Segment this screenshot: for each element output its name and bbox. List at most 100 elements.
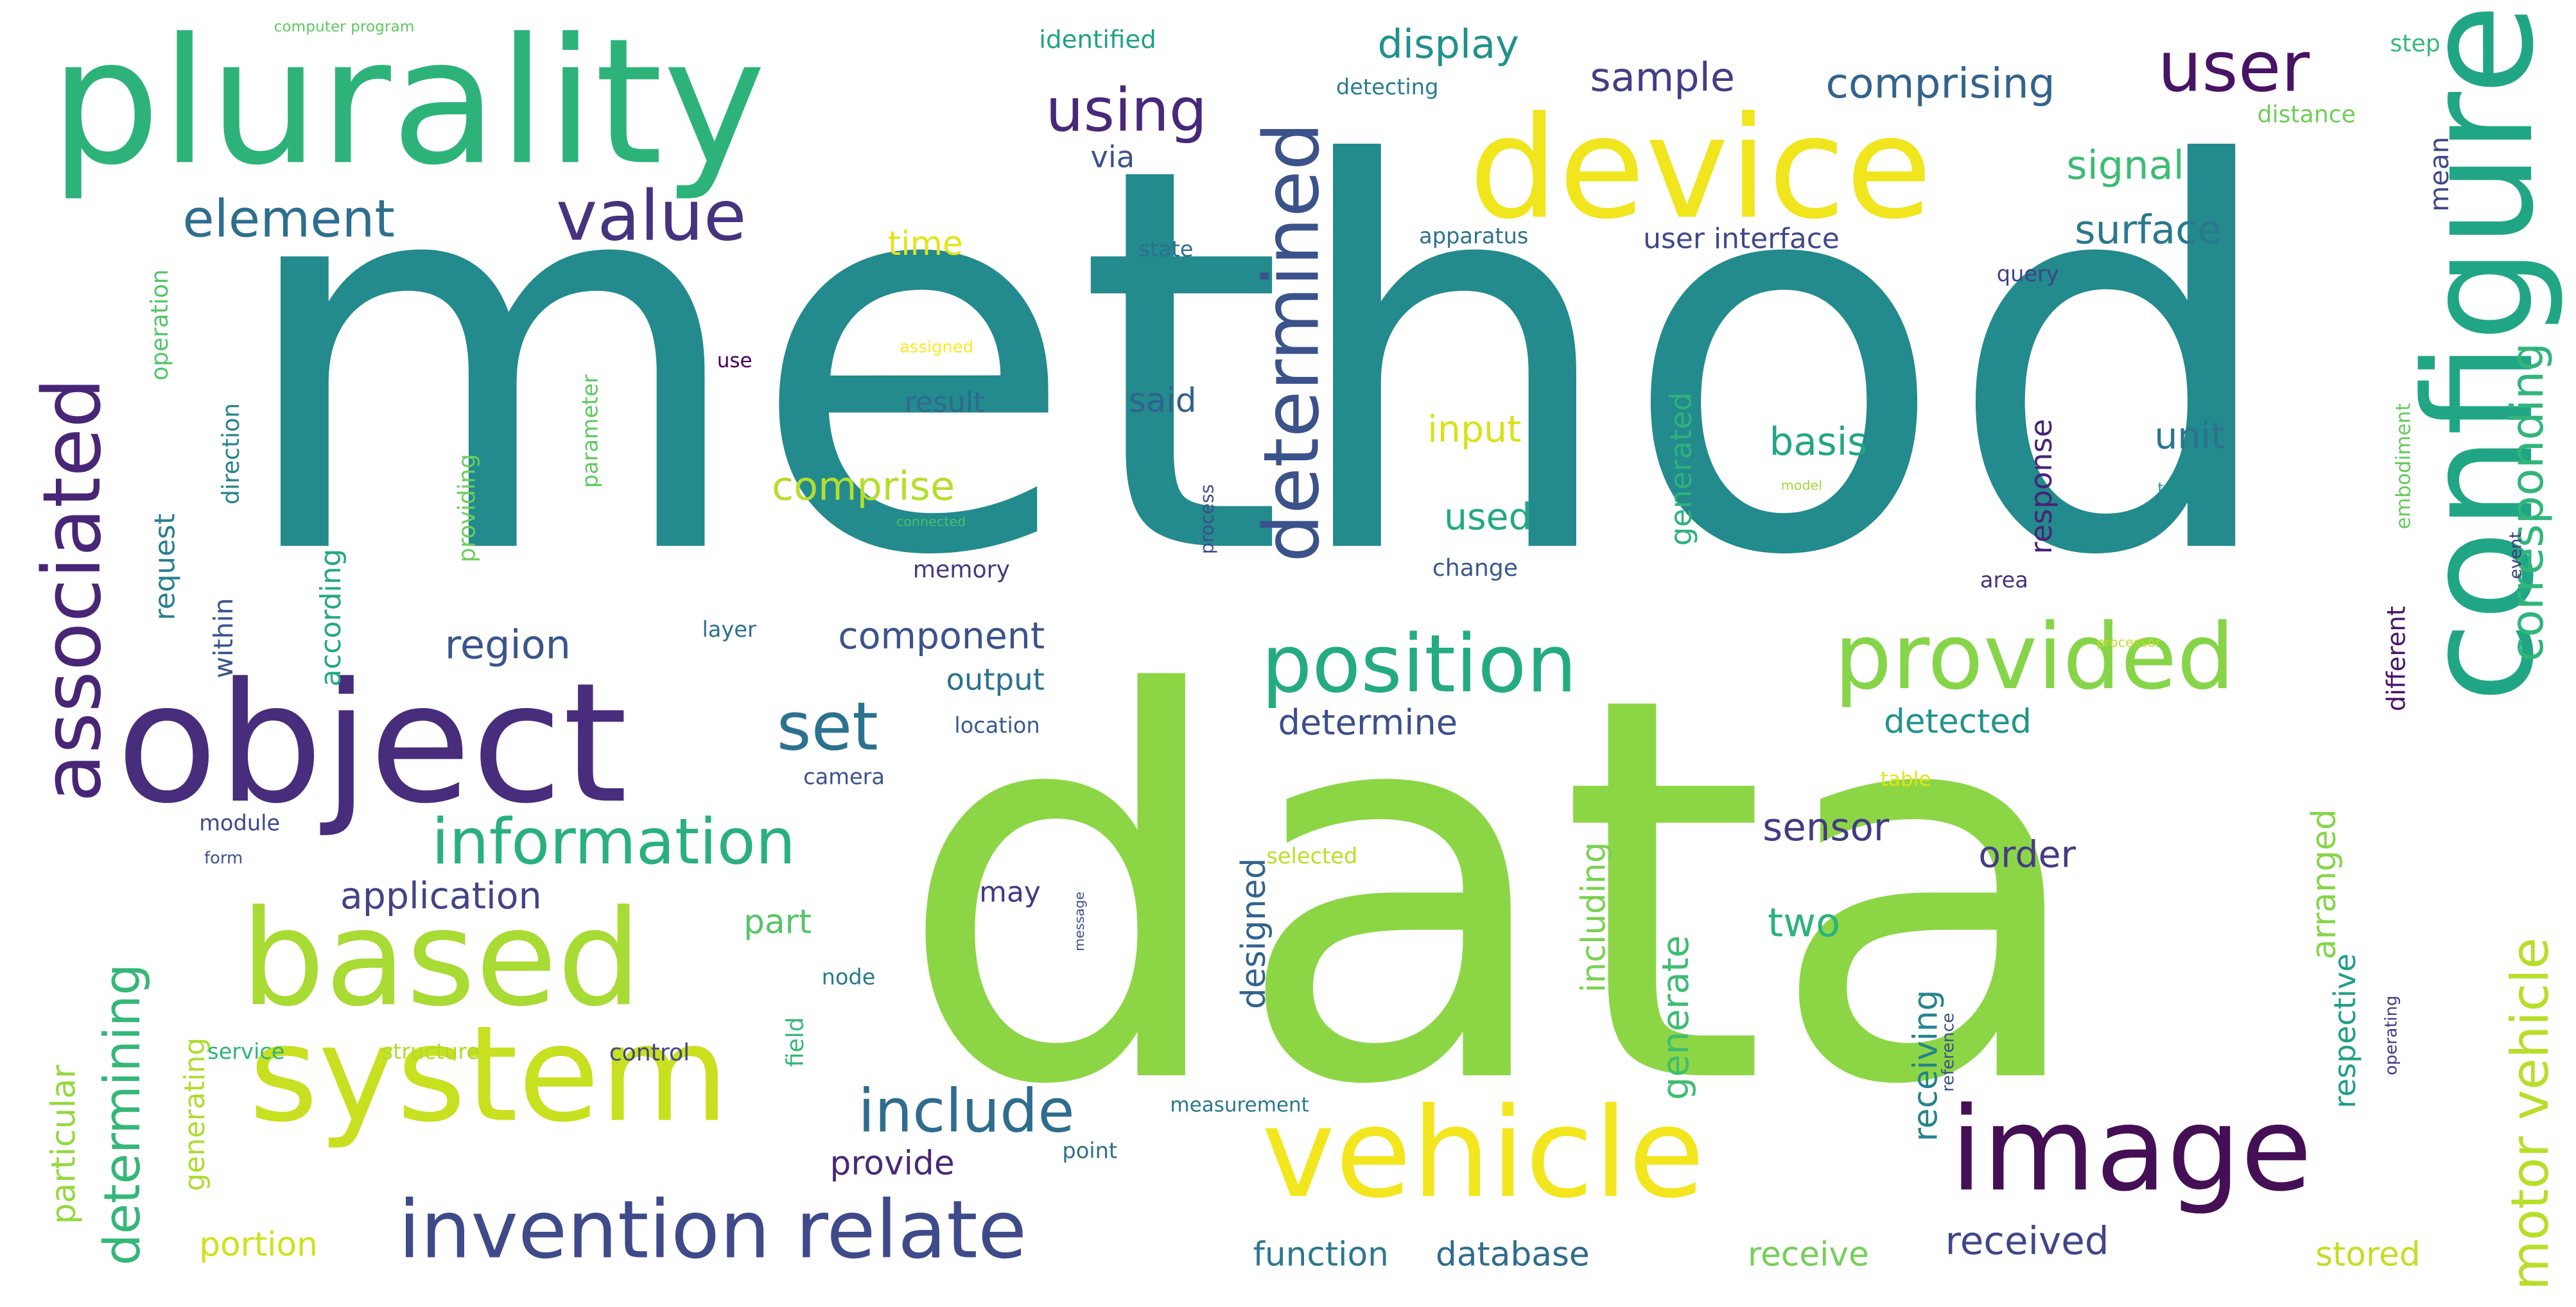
cloud-word: basis: [1770, 425, 1868, 463]
cloud-word: generating: [182, 1037, 211, 1191]
cloud-word: detected: [1884, 705, 2032, 738]
cloud-word: associated: [33, 377, 113, 802]
cloud-word: display: [1378, 25, 1519, 65]
cloud-word: surface: [2075, 210, 2222, 250]
cloud-word: state: [1138, 240, 1193, 262]
cloud-word: sample: [1590, 58, 1735, 98]
cloud-word: change: [1432, 557, 1518, 580]
cloud-word: motor vehicle: [2506, 937, 2557, 1290]
cloud-word: providing: [457, 454, 480, 562]
cloud-word: mean: [2426, 137, 2453, 212]
cloud-word: distance: [2258, 104, 2356, 127]
cloud-word: memory: [913, 559, 1010, 582]
cloud-word: stored: [2315, 1238, 2421, 1271]
cloud-word: computer program: [274, 22, 415, 37]
cloud-word: order: [1978, 839, 2076, 876]
cloud-word: include: [858, 1084, 1074, 1143]
cloud-word: connected: [896, 516, 966, 530]
cloud-word: used: [1444, 501, 1532, 538]
cloud-word: determine: [1278, 706, 1458, 741]
cloud-word: apparatus: [1419, 227, 1528, 248]
cloud-word: node: [822, 968, 876, 990]
cloud-word: according: [318, 549, 347, 687]
cloud-word: receiving: [1909, 990, 1942, 1141]
cloud-word: region: [445, 625, 571, 665]
cloud-word: control: [609, 1043, 690, 1066]
cloud-word: request: [153, 514, 181, 621]
cloud-word: event: [2510, 532, 2527, 579]
cloud-word: respective: [2332, 953, 2362, 1108]
cloud-word: message: [1074, 892, 1087, 951]
cloud-word: parameter: [581, 374, 603, 488]
cloud-word: service: [207, 1043, 284, 1064]
cloud-word: area: [1980, 571, 2028, 593]
cloud-word: processor: [2096, 637, 2161, 650]
cloud-word: said: [1129, 384, 1197, 417]
cloud-word: reference: [1942, 1013, 1958, 1092]
cloud-word: user interface: [1643, 227, 1840, 255]
cloud-word: process: [1198, 484, 1216, 554]
cloud-word: provided: [1834, 612, 2234, 703]
cloud-word: detecting: [1336, 78, 1439, 100]
cloud-word: arranged: [2307, 809, 2340, 959]
cloud-word: measurement: [1170, 1095, 1309, 1115]
cloud-word: response: [2028, 419, 2058, 555]
cloud-word: step: [2390, 33, 2440, 56]
cloud-word: identified: [1039, 28, 1156, 53]
cloud-word: position: [1262, 625, 1577, 705]
cloud-word: field: [785, 1017, 808, 1067]
cloud-word: part: [744, 905, 812, 939]
cloud-word: received: [1945, 1224, 2109, 1262]
cloud-word: application: [340, 880, 542, 917]
cloud-word: form: [204, 852, 243, 869]
cloud-word: designed: [1237, 858, 1270, 1009]
cloud-word: generate: [1660, 935, 1696, 1100]
cloud-word: two: [1768, 903, 1840, 943]
cloud-word: function: [1253, 1238, 1389, 1271]
cloud-word: embodiment: [2394, 403, 2414, 530]
cloud-word: input: [1427, 413, 1521, 450]
cloud-word: comprising: [1826, 63, 2055, 104]
cloud-word: target: [2158, 483, 2204, 498]
cloud-word: image: [1950, 1092, 2312, 1207]
cloud-word: device: [1469, 100, 1933, 240]
cloud-word: different: [2385, 606, 2410, 711]
cloud-word: via: [1090, 144, 1135, 173]
cloud-word: set: [777, 695, 878, 761]
cloud-word: result: [905, 390, 984, 419]
cloud-word: receive: [1748, 1238, 1869, 1271]
cloud-word: determining: [100, 964, 150, 1265]
cloud-word: module: [199, 814, 280, 836]
cloud-word: output: [946, 667, 1044, 697]
cloud-word: structure: [382, 1043, 480, 1064]
cloud-word: layer: [702, 620, 756, 642]
cloud-word: use: [717, 351, 753, 370]
cloud-word: user: [2158, 33, 2310, 103]
cloud-word: database: [1436, 1238, 1590, 1271]
cloud-word: operation: [150, 269, 173, 380]
cloud-word: provide: [830, 1147, 955, 1180]
cloud-word: table: [1881, 769, 1931, 789]
cloud-word: determined: [1253, 122, 1330, 562]
cloud-word: sensor: [1762, 811, 1889, 849]
cloud-word: point: [1062, 1141, 1117, 1163]
cloud-word: corresponding: [2506, 343, 2551, 662]
cloud-word: element: [182, 195, 394, 247]
cloud-word: using: [1046, 83, 1207, 143]
cloud-word: component: [838, 620, 1045, 657]
cloud-word: particular: [46, 1065, 80, 1224]
cloud-word: unit: [2154, 420, 2225, 457]
cloud-word: model: [1781, 480, 1822, 493]
cloud-word: signal: [2066, 146, 2184, 186]
cloud-word: generated: [1668, 392, 1698, 546]
cloud-word: may: [979, 880, 1041, 908]
cloud-word: plurality: [50, 17, 767, 191]
cloud-word: including: [1577, 842, 1610, 992]
cloud-word: time: [888, 227, 963, 260]
cloud-word: camera: [803, 768, 885, 790]
cloud-word: operating: [2385, 996, 2402, 1075]
cloud-word: query: [1997, 264, 2059, 286]
cloud-word: within: [211, 598, 237, 679]
cloud-word: assigned: [900, 341, 973, 358]
